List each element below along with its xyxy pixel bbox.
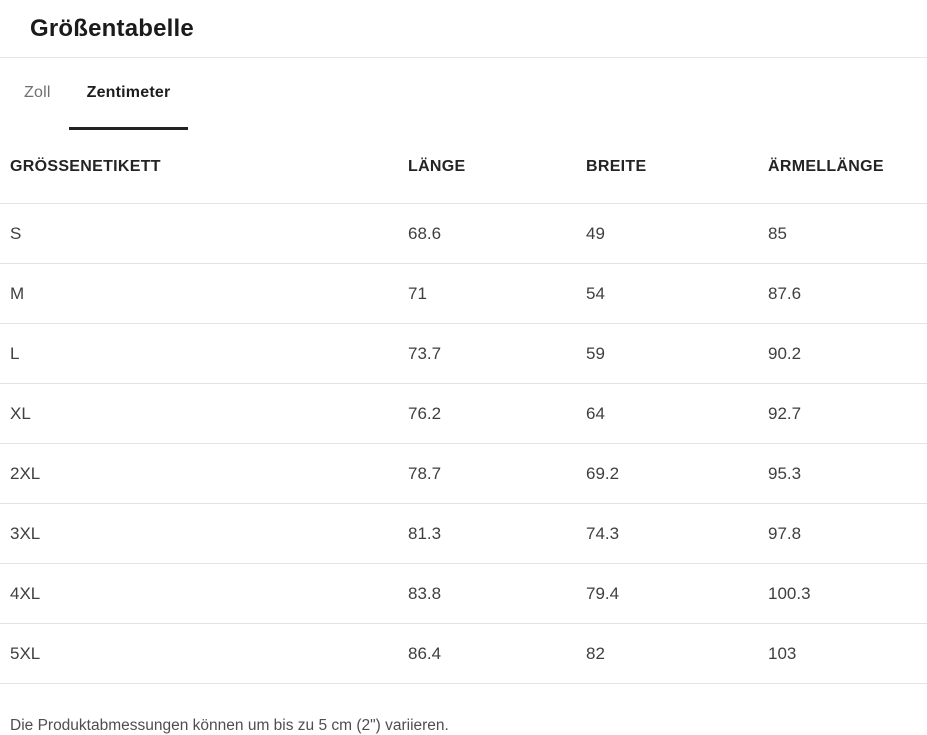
cell-width: 69.2 [586,443,768,504]
col-header-width: BREITE [586,130,768,204]
cell-size-label: 2XL [0,443,408,504]
page-title: Größentabelle [30,14,194,42]
tab-zentimeter[interactable]: Zentimeter [68,58,189,130]
cell-size-label: 4XL [0,563,408,624]
cell-size-label: XL [0,383,408,444]
table-row: 2XL 78.7 69.2 95.3 [0,443,927,504]
table-row: L 73.7 59 90.2 [0,323,927,384]
cell-length: 83.8 [408,563,586,624]
tab-zoll[interactable]: Zoll [6,58,69,130]
table-row: 4XL 83.8 79.4 100.3 [0,563,927,624]
unit-tabs: Zoll Zentimeter [0,58,927,130]
cell-sleeve-length: 103 [768,623,927,684]
cell-sleeve-length: 97.8 [768,503,927,564]
table-row: 5XL 86.4 82 103 [0,623,927,684]
cell-size-label: S [0,203,408,264]
col-header-sleeve-length: ÄRMELLÄNGE [768,130,927,204]
cell-width: 79.4 [586,563,768,624]
cell-size-label: 5XL [0,623,408,684]
col-header-size-label: GRÖSSENETIKETT [0,130,408,204]
cell-width: 59 [586,323,768,384]
cell-width: 64 [586,383,768,444]
cell-length: 76.2 [408,383,586,444]
size-table: GRÖSSENETIKETT LÄNGE BREITE ÄRMELLÄNGE S… [0,130,927,684]
table-row: M 71 54 87.6 [0,263,927,324]
cell-width: 54 [586,263,768,324]
table-row: 3XL 81.3 74.3 97.8 [0,503,927,564]
cell-length: 73.7 [408,323,586,384]
cell-sleeve-length: 92.7 [768,383,927,444]
cell-size-label: L [0,323,408,384]
cell-sleeve-length: 100.3 [768,563,927,624]
cell-sleeve-length: 85 [768,203,927,264]
table-row: S 68.6 49 85 [0,203,927,264]
table-header-row: GRÖSSENETIKETT LÄNGE BREITE ÄRMELLÄNGE [0,130,927,204]
col-header-length: LÄNGE [408,130,586,204]
cell-length: 81.3 [408,503,586,564]
cell-sleeve-length: 95.3 [768,443,927,504]
panel-header: Größentabelle [0,0,927,58]
cell-sleeve-length: 90.2 [768,323,927,384]
table-row: XL 76.2 64 92.7 [0,383,927,444]
cell-width: 82 [586,623,768,684]
cell-width: 74.3 [586,503,768,564]
cell-size-label: 3XL [0,503,408,564]
cell-length: 86.4 [408,623,586,684]
cell-sleeve-length: 87.6 [768,263,927,324]
tolerance-note: Die Produktabmessungen können um bis zu … [10,716,449,734]
cell-size-label: M [0,263,408,324]
panel-footer: Die Produktabmessungen können um bis zu … [0,700,927,735]
cell-length: 71 [408,263,586,324]
cell-length: 68.6 [408,203,586,264]
cell-length: 78.7 [408,443,586,504]
cell-width: 49 [586,203,768,264]
